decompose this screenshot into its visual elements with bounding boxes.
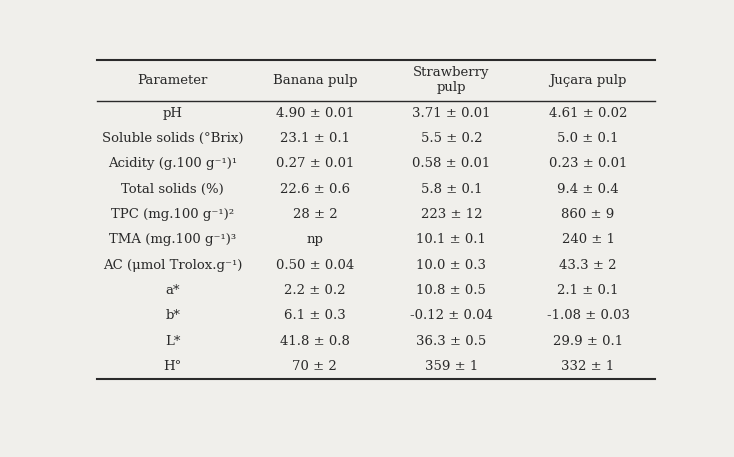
Text: 22.6 ± 0.6: 22.6 ± 0.6: [280, 183, 350, 196]
Text: 10.8 ± 0.5: 10.8 ± 0.5: [416, 284, 487, 297]
Text: Juçara pulp: Juçara pulp: [549, 74, 627, 87]
Text: TMA (mg.100 g⁻¹)³: TMA (mg.100 g⁻¹)³: [109, 234, 236, 246]
Text: -1.08 ± 0.03: -1.08 ± 0.03: [547, 309, 630, 323]
Text: Total solids (%): Total solids (%): [121, 183, 224, 196]
Text: 359 ± 1: 359 ± 1: [425, 360, 478, 373]
Text: 223 ± 12: 223 ± 12: [421, 208, 482, 221]
Text: 0.58 ± 0.01: 0.58 ± 0.01: [413, 157, 490, 170]
Text: L*: L*: [165, 335, 181, 348]
Text: 0.23 ± 0.01: 0.23 ± 0.01: [549, 157, 627, 170]
Text: 36.3 ± 0.5: 36.3 ± 0.5: [416, 335, 487, 348]
Text: 2.2 ± 0.2: 2.2 ± 0.2: [284, 284, 346, 297]
Text: 23.1 ± 0.1: 23.1 ± 0.1: [280, 132, 350, 145]
Text: a*: a*: [165, 284, 180, 297]
Text: H°: H°: [164, 360, 182, 373]
Text: 70 ± 2: 70 ± 2: [292, 360, 337, 373]
Text: 10.1 ± 0.1: 10.1 ± 0.1: [416, 234, 487, 246]
Text: 4.61 ± 0.02: 4.61 ± 0.02: [549, 107, 627, 120]
Text: 0.50 ± 0.04: 0.50 ± 0.04: [276, 259, 354, 272]
Text: -0.12 ± 0.04: -0.12 ± 0.04: [410, 309, 493, 323]
Text: b*: b*: [165, 309, 180, 323]
Text: 41.8 ± 0.8: 41.8 ± 0.8: [280, 335, 350, 348]
Text: 29.9 ± 0.1: 29.9 ± 0.1: [553, 335, 623, 348]
Text: 4.90 ± 0.01: 4.90 ± 0.01: [276, 107, 354, 120]
Text: 28 ± 2: 28 ± 2: [293, 208, 337, 221]
Text: 5.8 ± 0.1: 5.8 ± 0.1: [421, 183, 482, 196]
Text: TPC (mg.100 g⁻¹)²: TPC (mg.100 g⁻¹)²: [111, 208, 234, 221]
Text: pH: pH: [163, 107, 183, 120]
Text: Parameter: Parameter: [137, 74, 208, 87]
Text: 860 ± 9: 860 ± 9: [562, 208, 614, 221]
Text: Acidity (g.100 g⁻¹)¹: Acidity (g.100 g⁻¹)¹: [108, 157, 237, 170]
Text: 5.0 ± 0.1: 5.0 ± 0.1: [557, 132, 619, 145]
Text: 5.5 ± 0.2: 5.5 ± 0.2: [421, 132, 482, 145]
Text: 2.1 ± 0.1: 2.1 ± 0.1: [557, 284, 619, 297]
Text: 240 ± 1: 240 ± 1: [562, 234, 614, 246]
Text: Soluble solids (°Brix): Soluble solids (°Brix): [102, 132, 244, 145]
Text: 3.71 ± 0.01: 3.71 ± 0.01: [413, 107, 491, 120]
Text: np: np: [306, 234, 323, 246]
Text: 43.3 ± 2: 43.3 ± 2: [559, 259, 617, 272]
Text: 6.1 ± 0.3: 6.1 ± 0.3: [284, 309, 346, 323]
Text: AC (μmol Trolox.g⁻¹): AC (μmol Trolox.g⁻¹): [103, 259, 242, 272]
Text: 9.4 ± 0.4: 9.4 ± 0.4: [557, 183, 619, 196]
Text: Banana pulp: Banana pulp: [272, 74, 357, 87]
Text: Strawberry
pulp: Strawberry pulp: [413, 66, 490, 94]
Text: 332 ± 1: 332 ± 1: [562, 360, 614, 373]
Text: 0.27 ± 0.01: 0.27 ± 0.01: [276, 157, 354, 170]
Text: 10.0 ± 0.3: 10.0 ± 0.3: [416, 259, 487, 272]
